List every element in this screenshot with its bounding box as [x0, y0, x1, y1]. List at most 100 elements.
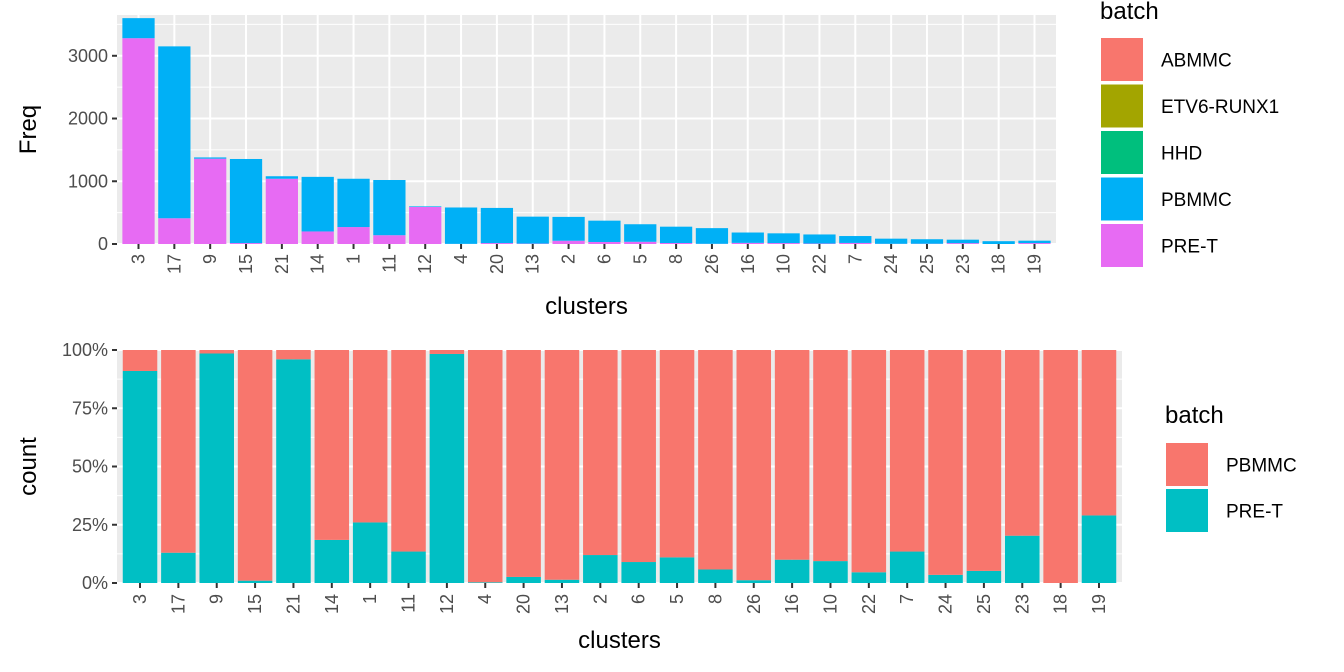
bar-segment-pre-t-cluster-25	[966, 570, 1002, 583]
bar-segment-pre-t-cluster-11	[373, 235, 406, 244]
bar-segment-pre-t-cluster-2	[583, 555, 618, 583]
bar-segment-pre-t-cluster-3	[122, 38, 155, 244]
x-tick-label: 7	[845, 254, 865, 264]
x-axis-title: clusters	[545, 293, 628, 320]
y-tick-label: 0%	[82, 573, 108, 593]
bar-segment-pbmmc-cluster-20	[506, 350, 541, 577]
bar-segment-pbmmc-cluster-4	[444, 207, 478, 244]
bar-segment-pbmmc-cluster-5	[659, 350, 695, 558]
x-tick-label: 5	[630, 254, 650, 264]
legend-label: PBMMC	[1226, 456, 1297, 477]
x-tick-label: 21	[272, 254, 292, 274]
legend-label: ETV6-RUNX1	[1161, 97, 1279, 118]
bar-segment-pre-t-cluster-5	[659, 557, 695, 583]
x-tick-label: 8	[666, 254, 686, 264]
bar-segment-pbmmc-cluster-16	[731, 232, 764, 243]
bar-segment-pre-t-cluster-26	[736, 580, 772, 583]
bar-segment-pbmmc-cluster-2	[552, 216, 585, 241]
bar-segment-pre-t-cluster-20	[480, 243, 514, 244]
x-tick-label: 6	[629, 594, 649, 604]
x-tick-label: 10	[774, 254, 794, 274]
bar-segment-pre-t-cluster-15	[229, 243, 263, 244]
bar-segment-pbmmc-cluster-14	[301, 176, 334, 232]
x-tick-label: 17	[168, 594, 188, 614]
bar-segment-pre-t-cluster-21	[276, 359, 311, 583]
legend-label: PRE-T	[1226, 502, 1283, 523]
bar-segment-pre-t-cluster-9	[194, 158, 227, 244]
bar-segment-pbmmc-cluster-4	[467, 350, 503, 583]
bar-segment-pre-t-cluster-1	[337, 227, 370, 244]
bar-segment-pre-t-cluster-23	[1005, 535, 1040, 583]
x-tick-label: 19	[1089, 594, 1109, 614]
bar-segment-pbmmc-cluster-12	[429, 350, 465, 354]
x-tick-label: 1	[344, 254, 364, 264]
bar-segment-pre-t-cluster-19	[1081, 515, 1117, 583]
legend-label: PRE-T	[1161, 237, 1218, 258]
x-tick-label: 21	[283, 594, 303, 614]
bar-segment-pbmmc-cluster-3	[122, 350, 158, 371]
bar-segment-pre-t-cluster-3	[122, 370, 158, 583]
x-tick-label: 16	[782, 594, 802, 614]
bar-segment-pre-t-cluster-17	[161, 552, 196, 583]
bar-segment-pre-t-cluster-8	[659, 242, 693, 244]
bar-segment-pre-t-cluster-8	[698, 569, 733, 583]
bar-segment-pre-t-cluster-1	[352, 522, 388, 583]
x-tick-label: 25	[917, 254, 937, 274]
legend-title: batch	[1100, 0, 1159, 25]
bar-segment-pre-t-cluster-24	[928, 574, 963, 583]
bar-segment-pre-t-cluster-6	[621, 562, 656, 583]
x-tick-label: 13	[523, 254, 543, 274]
y-axis-title: Freq	[15, 105, 42, 154]
x-tick-label: 22	[809, 254, 829, 274]
bar-segment-pbmmc-cluster-17	[158, 46, 191, 219]
bar-segment-pbmmc-cluster-18	[1043, 350, 1078, 583]
bar-segment-pre-t-cluster-14	[314, 539, 350, 583]
bar-segment-pre-t-cluster-22	[851, 572, 887, 583]
bar-segment-pbmmc-cluster-19	[1018, 240, 1051, 244]
bar-segment-pre-t-cluster-4	[467, 582, 503, 583]
x-tick-label: 6	[594, 254, 614, 264]
y-tick-label: 2000	[68, 109, 108, 129]
bar-segment-pre-t-cluster-14	[301, 231, 334, 244]
x-tick-label: 2	[559, 254, 579, 264]
x-tick-label: 4	[451, 254, 471, 264]
bar-segment-pbmmc-cluster-22	[851, 350, 887, 573]
x-tick-label: 18	[989, 254, 1009, 274]
bar-segment-pbmmc-cluster-12	[409, 206, 442, 207]
bar-segment-pbmmc-cluster-11	[373, 180, 406, 236]
y-tick-label: 75%	[72, 398, 108, 418]
bar-segment-pbmmc-cluster-25	[910, 239, 944, 244]
bar-segment-pre-t-cluster-19	[1018, 243, 1051, 244]
legend-key-etv6-runx1	[1101, 84, 1143, 128]
bar-segment-pbmmc-cluster-20	[480, 207, 514, 244]
bar-segment-pbmmc-cluster-11	[391, 350, 426, 552]
x-tick-label: 22	[859, 594, 879, 614]
bar-segment-pbmmc-cluster-1	[337, 178, 370, 228]
legend-title: batch	[1165, 402, 1224, 429]
x-tick-label: 5	[667, 594, 687, 604]
x-tick-label: 17	[164, 254, 184, 274]
bar-segment-pbmmc-cluster-6	[621, 350, 656, 563]
bar-segment-pbmmc-cluster-10	[813, 350, 848, 562]
bar-segment-pre-t-cluster-17	[158, 218, 191, 244]
x-tick-label: 4	[475, 594, 495, 604]
bar-segment-pre-t-cluster-12	[429, 353, 465, 583]
bar-segment-pbmmc-cluster-15	[229, 158, 263, 244]
bar-segment-pre-t-cluster-7	[839, 242, 872, 244]
bar-segment-pbmmc-cluster-6	[588, 220, 621, 242]
bar-segment-pbmmc-cluster-9	[194, 157, 227, 159]
bar-segment-pre-t-cluster-9	[199, 353, 234, 583]
x-tick-label: 16	[738, 254, 758, 274]
bar-segment-pbmmc-cluster-15	[237, 350, 273, 581]
bar-segment-pbmmc-cluster-5	[624, 224, 657, 242]
x-tick-label: 8	[705, 594, 725, 604]
bar-segment-pbmmc-cluster-10	[767, 233, 800, 244]
bar-segment-pbmmc-cluster-16	[774, 350, 810, 560]
bar-segment-pbmmc-cluster-14	[314, 350, 350, 540]
y-tick-label: 3000	[68, 46, 108, 66]
bar-segment-pbmmc-cluster-22	[803, 234, 836, 244]
bar-segment-pre-t-cluster-2	[552, 240, 585, 244]
legend-key-pbmmc	[1166, 443, 1208, 486]
bar-segment-pbmmc-cluster-21	[265, 176, 298, 179]
